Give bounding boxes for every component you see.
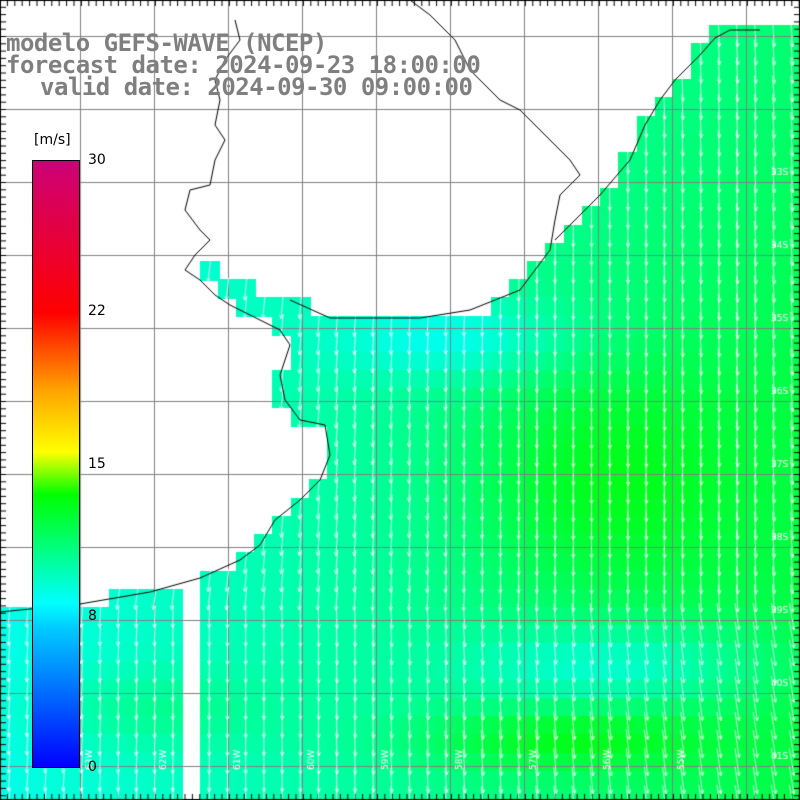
- model-title: modelo GEFS-WAVE (NCEP): [6, 29, 327, 57]
- valid-date: valid date: 2024-09-30 09:00:00: [40, 73, 473, 101]
- colorbar-tick-22: 22: [88, 303, 106, 319]
- colorbar-tick-0: 0: [88, 759, 97, 775]
- legend-units: [m/s]: [34, 132, 71, 148]
- colorbar-tick-15: 15: [88, 456, 106, 472]
- forecast-date: forecast date: 2024-09-23 18:00:00: [6, 51, 481, 79]
- colorbar-tick-30: 30: [88, 152, 106, 168]
- colorbar-tick-8: 8: [88, 608, 97, 624]
- colorbar: [32, 160, 80, 768]
